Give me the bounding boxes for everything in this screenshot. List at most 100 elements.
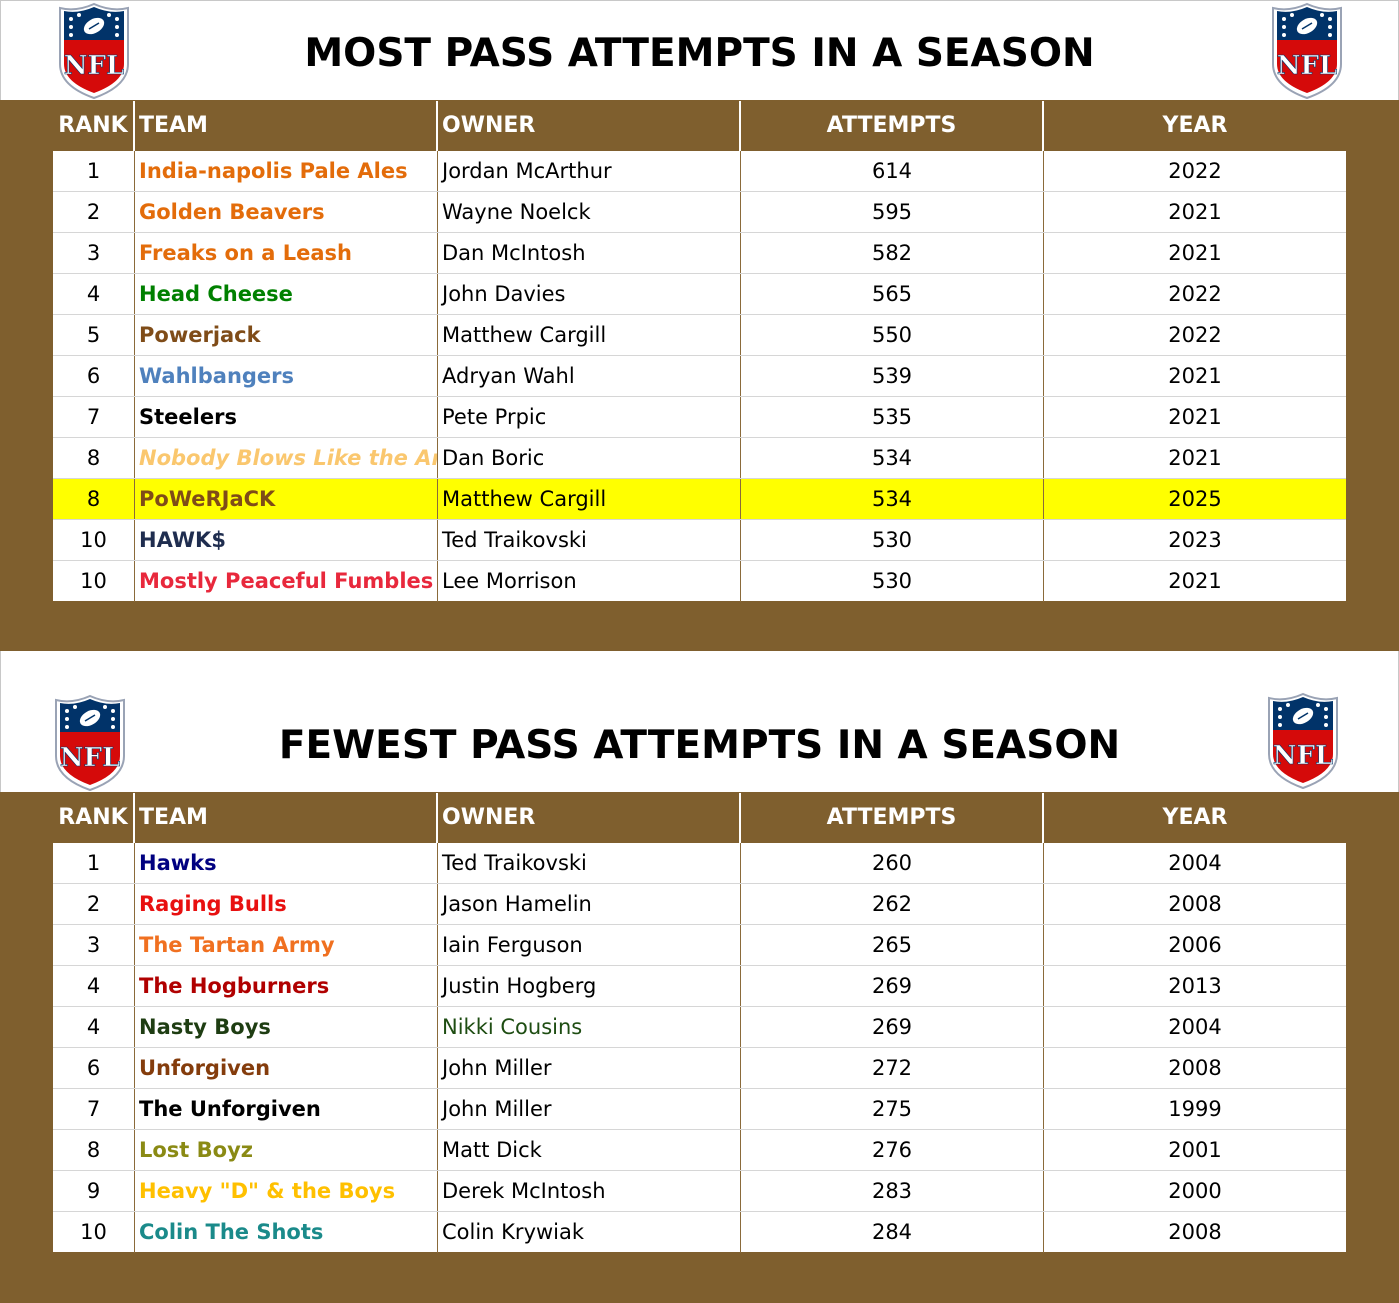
year-cell: 2022 <box>1168 282 1222 306</box>
attempts-cell: 275 <box>741 1089 1044 1129</box>
page-title: FEWEST PASS ATTEMPTS IN A SEASON <box>278 723 1121 768</box>
owner-cell: Derek McIntosh <box>438 1171 741 1211</box>
year-cell: 2008 <box>1168 892 1222 916</box>
owner-cell: Dan Boric <box>438 438 741 478</box>
attempts-cell: 530 <box>741 561 1044 602</box>
header-team: TEAM <box>135 101 438 151</box>
owner-cell: Matt Dick <box>438 1130 741 1170</box>
team-cell: India-napolis Pale Ales <box>135 151 438 191</box>
table-row: 7 Steelers Pete Prpic 535 2021 <box>53 397 1346 438</box>
year-cell: 2004 <box>1168 851 1222 875</box>
svg-text:NFL: NFL <box>64 51 125 81</box>
table-row: 4 Head Cheese John Davies 565 2022 <box>53 274 1346 315</box>
table-row: 9 Heavy "D" & the Boys Derek McIntosh 283 20… <box>53 1171 1346 1212</box>
owner-cell: Colin Krywiak <box>438 1212 741 1253</box>
nfl-logo-icon: NFL <box>1269 2 1345 100</box>
table-row: 1 India-napolis Pale Ales Jordan McArthur 6… <box>53 151 1346 192</box>
owner-cell: Jason Hamelin <box>438 884 741 924</box>
attempts-cell: 283 <box>741 1171 1044 1211</box>
team-cell: Freaks on a Leash <box>135 233 438 273</box>
team-cell: Head Cheese <box>135 274 438 314</box>
table-row: 7 The Unforgiven John Miller 275 1999 <box>53 1089 1346 1130</box>
team-cell: Steelers <box>135 397 438 437</box>
table-body: 1 India-napolis Pale Ales Jordan McArthur 6… <box>53 151 1346 602</box>
header-attempts: ATTEMPTS <box>741 101 1044 151</box>
owner-cell: John Miller <box>438 1048 741 1088</box>
rank-cell: 3 <box>53 925 135 965</box>
year-cell: 2025 <box>1168 487 1222 511</box>
year-cell: 2008 <box>1168 1220 1222 1244</box>
owner-cell: Ted Traikovski <box>438 520 741 560</box>
header-attempts: ATTEMPTS <box>741 793 1044 843</box>
rank-cell: 7 <box>53 397 135 437</box>
rank-cell: 8 <box>53 479 135 519</box>
rank-cell: 10 <box>53 561 135 602</box>
year-cell: 2008 <box>1168 1056 1222 1080</box>
owner-cell: Matthew Cargill <box>438 315 741 355</box>
header-year: YEAR <box>1162 113 1228 138</box>
owner-cell: Lee Morrison <box>438 561 741 602</box>
table-row: 8 Lost Boyz Matt Dick 276 2001 <box>53 1130 1346 1171</box>
nfl-logo-icon: NFL <box>52 694 128 792</box>
year-cell: 2021 <box>1168 405 1222 429</box>
rank-cell: 2 <box>53 884 135 924</box>
svg-text:NFL: NFL <box>60 743 121 773</box>
rank-cell: 7 <box>53 1089 135 1129</box>
attempts-cell: 276 <box>741 1130 1044 1170</box>
owner-cell: Matthew Cargill <box>438 479 741 519</box>
table-row: 1 Hawks Ted Traikovski 260 2004 <box>53 843 1346 884</box>
rank-cell: 4 <box>53 966 135 1006</box>
year-cell: 1999 <box>1168 1097 1222 1121</box>
team-cell: Powerjack <box>135 315 438 355</box>
svg-text:NFL: NFL <box>1273 741 1334 771</box>
team-cell: Mostly Peaceful Fumbles <box>135 561 438 602</box>
table-row: 3 Freaks on a Leash Dan McIntosh 582 2021 <box>53 233 1346 274</box>
rank-cell: 9 <box>53 1171 135 1211</box>
year-cell: 2022 <box>1168 159 1222 183</box>
table-row: 10 Mostly Peaceful Fumbles Lee Morrison 530… <box>53 561 1346 602</box>
owner-cell: Ted Traikovski <box>438 843 741 883</box>
attempts-cell: 565 <box>741 274 1044 314</box>
owner-cell: Dan McIntosh <box>438 233 741 273</box>
attempts-cell: 535 <box>741 397 1044 437</box>
year-cell: 2021 <box>1168 569 1222 593</box>
attempts-cell: 614 <box>741 151 1044 191</box>
table-row: 4 The Hogburners Justin Hogberg 269 2013 <box>53 966 1346 1007</box>
year-cell: 2021 <box>1168 446 1222 470</box>
table-body: 1 Hawks Ted Traikovski 260 2004 2 Raging Bulls… <box>53 843 1346 1253</box>
owner-cell: John Davies <box>438 274 741 314</box>
year-cell: 2006 <box>1168 933 1222 957</box>
owner-cell: Nikki Cousins <box>438 1007 741 1047</box>
year-cell: 2021 <box>1168 200 1222 224</box>
year-cell: 2001 <box>1168 1138 1222 1162</box>
attempts-cell: 260 <box>741 843 1044 883</box>
header-team: TEAM <box>135 793 438 843</box>
rank-cell: 1 <box>53 151 135 191</box>
table-header: RANK TEAM OWNER ATTEMPTS YEAR <box>53 793 1346 843</box>
table-row: 5 Powerjack Matthew Cargill 550 2022 <box>53 315 1346 356</box>
team-cell: The Unforgiven <box>135 1089 438 1129</box>
attempts-cell: 534 <box>741 438 1044 478</box>
table-row: 4 Nasty Boys Nikki Cousins 269 2004 <box>53 1007 1346 1048</box>
attempts-cell: 534 <box>741 479 1044 519</box>
team-cell: Nobody Blows Like the Argos <box>135 438 438 478</box>
attempts-cell: 272 <box>741 1048 1044 1088</box>
rank-cell: 5 <box>53 315 135 355</box>
team-cell: Unforgiven <box>135 1048 438 1088</box>
team-cell: Lost Boyz <box>135 1130 438 1170</box>
attempts-cell: 539 <box>741 356 1044 396</box>
attempts-cell: 269 <box>741 966 1044 1006</box>
rank-cell: 6 <box>53 1048 135 1088</box>
team-cell: PoWeRJaCK <box>135 479 438 519</box>
rank-cell: 6 <box>53 356 135 396</box>
year-cell: 2021 <box>1168 241 1222 265</box>
rank-cell: 3 <box>53 233 135 273</box>
year-cell: 2000 <box>1168 1179 1222 1203</box>
rank-cell: 4 <box>53 274 135 314</box>
table-row: 2 Raging Bulls Jason Hamelin 262 2008 <box>53 884 1346 925</box>
attempts-cell: 284 <box>741 1212 1044 1253</box>
team-cell: The Tartan Army <box>135 925 438 965</box>
fewest-attempts-section: NFL NFL FEWEST PASS ATTEMPTS IN A SEASON… <box>0 652 1399 1303</box>
team-cell: Raging Bulls <box>135 884 438 924</box>
table-row: 2 Golden Beavers Wayne Noelck 595 2021 <box>53 192 1346 233</box>
